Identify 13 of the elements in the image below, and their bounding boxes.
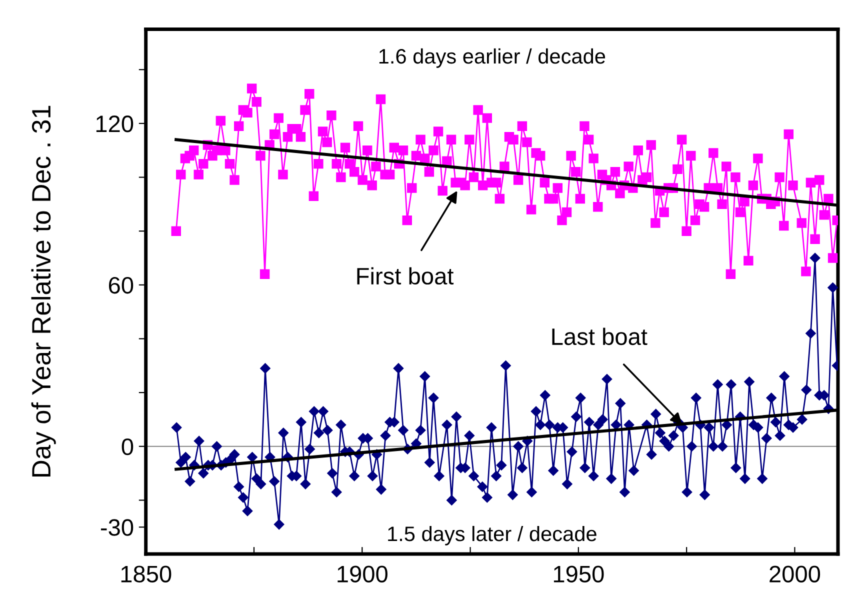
y-axis-title: Day of Year Relative to Dec . 31 (31, 106, 56, 477)
x-tick-label: 1850 (121, 566, 172, 582)
annotation: 1.5 days later / decade (388, 526, 596, 546)
y-tick-label: 120 (96, 116, 134, 132)
x-tick-label: 2000 (770, 566, 820, 582)
annotation: 1.6 days earlier / decade (379, 48, 606, 68)
y-tick-label: 60 (108, 276, 134, 294)
annotation: First boat (357, 267, 454, 285)
y-tick-label: 0 (122, 438, 134, 456)
y-tick-label: -30 (100, 519, 134, 536)
x-tick-label: 1900 (338, 566, 388, 582)
annotation: Last boat (552, 328, 648, 346)
x-tick-label: 1950 (554, 566, 604, 582)
